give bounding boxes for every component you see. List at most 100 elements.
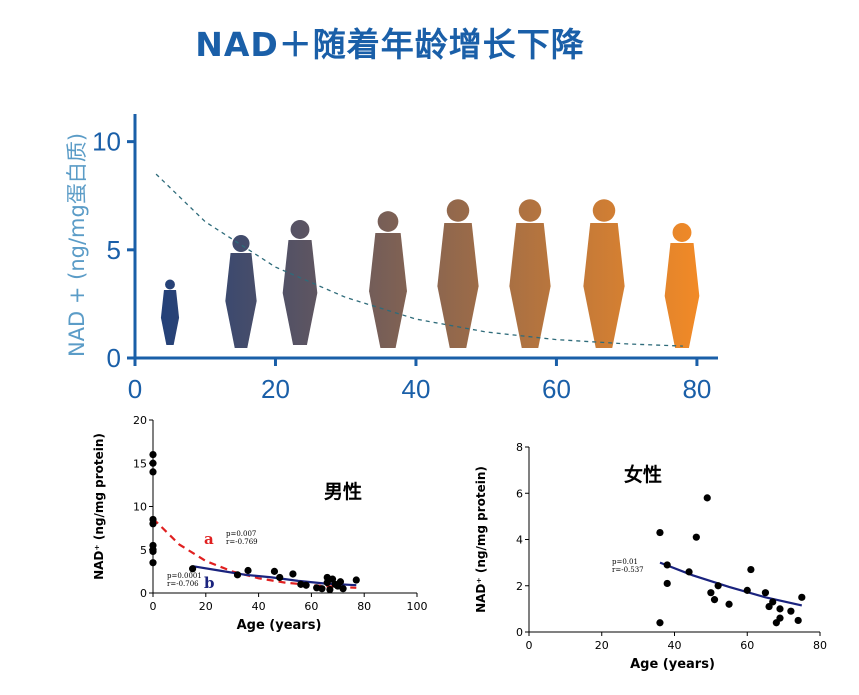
data-point xyxy=(189,565,197,573)
y-tick-label: 0 xyxy=(140,587,147,600)
y-axis-label: NAD⁺ (ng/mg protein) xyxy=(92,433,106,580)
silhouette-body xyxy=(160,290,180,345)
y-tick-label: 5 xyxy=(140,544,147,557)
data-point xyxy=(289,570,297,578)
x-tick-label: 40 xyxy=(252,600,266,613)
x-tick-label: 40 xyxy=(668,639,682,652)
silhouette-figure-3 xyxy=(282,220,318,345)
x-tick-label: 60 xyxy=(542,374,571,404)
trend-line xyxy=(155,173,683,347)
y-tick-label: 8 xyxy=(516,441,523,454)
x-tick-label: 80 xyxy=(813,639,827,652)
y-tick-label: 4 xyxy=(516,534,523,547)
data-point xyxy=(297,580,305,588)
data-point xyxy=(233,571,242,579)
data-point xyxy=(703,494,711,502)
y-tick-label: 15 xyxy=(133,457,147,470)
data-point xyxy=(302,581,310,589)
silhouette-body xyxy=(509,223,551,348)
data-point xyxy=(798,593,806,601)
data-point xyxy=(149,520,157,528)
data-point xyxy=(769,598,777,606)
data-point xyxy=(149,559,157,567)
data-point xyxy=(656,528,664,537)
data-point xyxy=(323,579,331,587)
data-point xyxy=(663,579,671,588)
x-axis-label: Age (years) xyxy=(237,618,322,633)
data-point xyxy=(685,568,693,576)
silhouette-head xyxy=(290,220,310,239)
data-point xyxy=(339,585,347,593)
silhouette-figure-7 xyxy=(583,199,625,348)
silhouette-head xyxy=(232,234,250,253)
data-point xyxy=(318,585,326,593)
x-tick-label: 60 xyxy=(304,600,318,613)
silhouette-figure-4 xyxy=(369,211,407,348)
data-point xyxy=(244,566,252,575)
stat-b: p=0.0001 xyxy=(167,572,202,580)
silhouette-body xyxy=(437,223,479,348)
silhouette-head xyxy=(518,199,542,222)
data-point xyxy=(326,585,334,594)
chart-title: 女性 xyxy=(624,463,662,486)
silhouette-figure-2 xyxy=(225,234,257,348)
silhouette-body xyxy=(282,240,318,345)
data-point xyxy=(747,565,755,574)
data-point xyxy=(692,533,700,541)
data-point xyxy=(710,596,719,604)
stat-b: r=-0.706 xyxy=(167,580,199,588)
x-tick-label: 20 xyxy=(595,639,609,652)
data-point xyxy=(149,459,157,467)
page-title: NAD＋随着年龄增长下降 xyxy=(195,25,585,64)
y-tick-label: 0 xyxy=(516,626,523,639)
fit-label-a: a xyxy=(204,530,214,548)
x-tick-label: 100 xyxy=(407,600,428,613)
x-tick-label: 80 xyxy=(357,600,371,613)
fit-label-b: b xyxy=(204,574,215,592)
x-tick-label: 40 xyxy=(402,374,431,404)
data-point xyxy=(352,576,360,584)
silhouette-head xyxy=(592,199,616,222)
silhouette-head xyxy=(446,199,470,222)
data-point xyxy=(761,589,770,597)
y-tick-label: 0 xyxy=(107,343,121,373)
silhouette-figure-6 xyxy=(509,199,551,348)
stat-a: p=0.007 xyxy=(226,530,256,538)
data-point xyxy=(276,573,284,582)
data-point xyxy=(714,582,722,590)
x-tick-label: 60 xyxy=(740,639,754,652)
data-point xyxy=(743,586,751,594)
silhouette-body xyxy=(225,253,257,348)
x-axis-label: Age (years) xyxy=(630,657,715,672)
x-tick-label: 0 xyxy=(128,374,142,404)
stat: r=-0.537 xyxy=(612,566,644,574)
data-point xyxy=(656,619,664,627)
data-point xyxy=(787,607,795,615)
y-axis-label: NAD⁺ (ng/mg protein) xyxy=(474,466,488,613)
silhouette-figure-8 xyxy=(664,223,700,348)
silhouette-head xyxy=(672,223,692,242)
data-point xyxy=(776,614,784,622)
y-tick-label: 6 xyxy=(516,487,523,500)
x-tick-label: 20 xyxy=(261,374,290,404)
x-tick-label: 0 xyxy=(526,639,533,652)
silhouette-figure-5 xyxy=(437,199,479,348)
silhouette-body xyxy=(664,243,700,348)
data-point xyxy=(270,567,279,575)
fit-line-1 xyxy=(659,561,803,607)
data-point xyxy=(707,589,715,597)
silhouette-body xyxy=(369,233,407,348)
stat-a: r=-0.769 xyxy=(226,538,258,546)
data-point xyxy=(663,561,671,569)
x-tick-label: 0 xyxy=(150,600,157,613)
y-tick-label: 5 xyxy=(107,235,121,265)
silhouette-figure-1 xyxy=(160,279,180,345)
chart-title: 男性 xyxy=(324,480,362,503)
silhouette-head xyxy=(377,211,399,232)
y-tick-label: 20 xyxy=(133,414,147,427)
silhouette-head xyxy=(165,279,175,290)
data-point xyxy=(794,616,802,625)
y-axis-label: NAD + (ng/mg蛋白质) xyxy=(65,133,89,357)
